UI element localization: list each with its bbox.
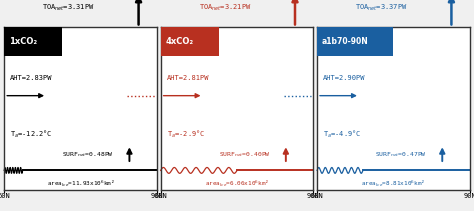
Text: SURF$_{net}$=0.40PW: SURF$_{net}$=0.40PW bbox=[219, 150, 271, 159]
Text: TOA$_{net}$=3.21PW: TOA$_{net}$=3.21PW bbox=[199, 3, 251, 13]
Text: area$_{Ice}$=11.93x10$^{6}$km²: area$_{Ice}$=11.93x10$^{6}$km² bbox=[46, 179, 115, 189]
Text: a1b70-90N: a1b70-90N bbox=[322, 37, 368, 46]
Bar bbox=[4, 27, 62, 56]
Text: SURF$_{net}$=0.48PW: SURF$_{net}$=0.48PW bbox=[62, 150, 114, 159]
Text: T$_{a}$=-2.9°C: T$_{a}$=-2.9°C bbox=[167, 129, 205, 140]
Text: area$_{Ice}$=6.06x10$^{6}$km²: area$_{Ice}$=6.06x10$^{6}$km² bbox=[205, 179, 269, 189]
Bar bbox=[161, 27, 219, 56]
Text: T$_{a}$=-4.9°C: T$_{a}$=-4.9°C bbox=[323, 129, 362, 140]
Text: T$_{a}$=-12.2°C: T$_{a}$=-12.2°C bbox=[10, 129, 53, 140]
Bar bbox=[317, 27, 393, 56]
Text: TOA$_{net}$=3.37PW: TOA$_{net}$=3.37PW bbox=[355, 3, 408, 13]
Text: 1xCO₂: 1xCO₂ bbox=[9, 37, 37, 46]
Text: AHT=2.83PW: AHT=2.83PW bbox=[10, 75, 53, 81]
Text: AHT=2.81PW: AHT=2.81PW bbox=[167, 75, 210, 81]
Text: SURF$_{net}$=0.47PW: SURF$_{net}$=0.47PW bbox=[375, 150, 427, 159]
Text: 4xCO₂: 4xCO₂ bbox=[165, 37, 193, 46]
Text: TOA$_{net}$=3.31PW: TOA$_{net}$=3.31PW bbox=[42, 3, 95, 13]
Text: AHT=2.90PW: AHT=2.90PW bbox=[323, 75, 366, 81]
Text: area$_{Ice}$=8.81x10$^{6}$km²: area$_{Ice}$=8.81x10$^{6}$km² bbox=[361, 179, 426, 189]
